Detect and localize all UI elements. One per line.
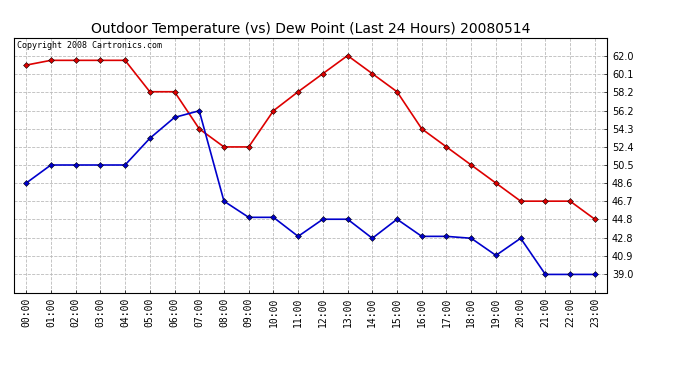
Text: Copyright 2008 Cartronics.com: Copyright 2008 Cartronics.com [17, 41, 161, 50]
Title: Outdoor Temperature (vs) Dew Point (Last 24 Hours) 20080514: Outdoor Temperature (vs) Dew Point (Last… [91, 22, 530, 36]
